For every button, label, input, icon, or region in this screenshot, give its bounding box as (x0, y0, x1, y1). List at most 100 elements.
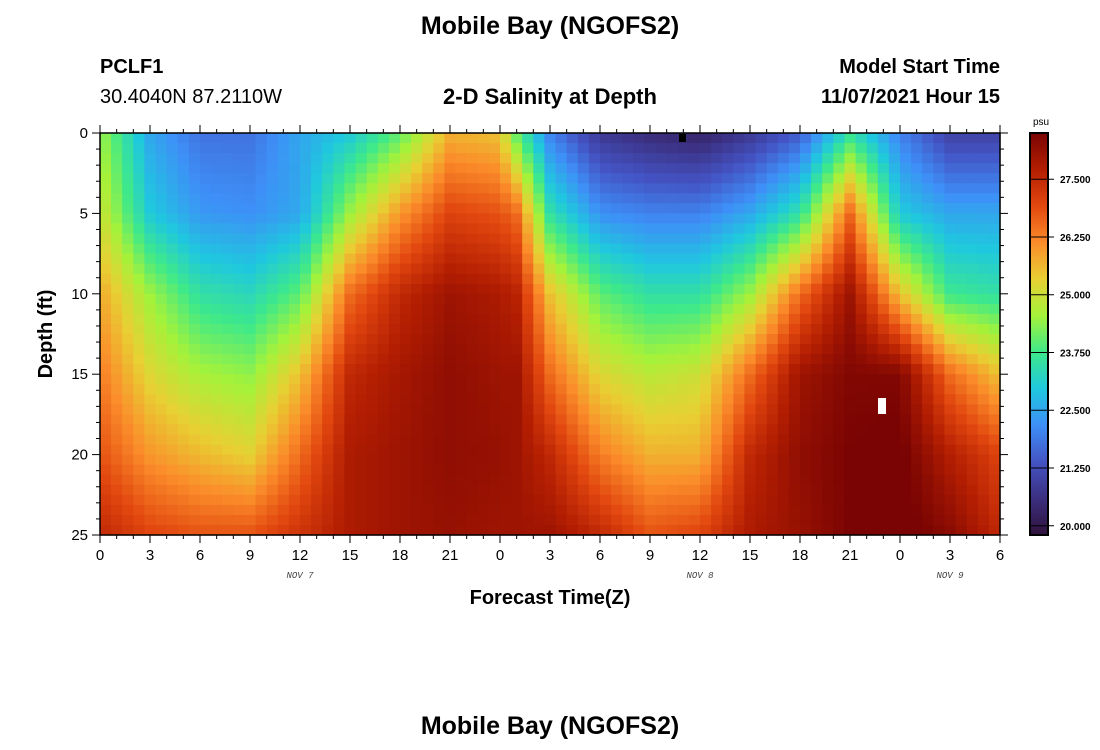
heatmap-cell (733, 273, 745, 285)
heatmap-cell (888, 454, 901, 466)
heatmap-cell (366, 334, 379, 345)
heatmap-cell (222, 484, 234, 496)
heatmap-cell (600, 384, 612, 395)
heatmap-cell (200, 354, 212, 365)
heatmap-cell (888, 344, 901, 355)
heatmap-cell (144, 434, 157, 446)
heatmap-cell (433, 303, 445, 315)
heatmap-cell (555, 283, 568, 295)
heatmap-cell (555, 374, 568, 385)
heatmap-cell (133, 283, 145, 295)
heatmap-cell (777, 133, 790, 144)
heatmap-cell (733, 223, 745, 235)
heatmap-cell (755, 504, 768, 516)
heatmap-cell (600, 364, 612, 375)
heatmap-cell (355, 474, 368, 486)
heatmap-cell (977, 384, 990, 395)
heatmap-cell (422, 193, 434, 204)
heatmap-cell (444, 504, 457, 516)
heatmap-cell (311, 263, 323, 275)
heatmap-cell (133, 203, 145, 214)
heatmap-cell (288, 525, 301, 536)
heatmap-cell (844, 233, 857, 245)
heatmap-cell (988, 474, 1001, 486)
heatmap-cell (422, 484, 434, 496)
heatmap-cell (977, 504, 990, 516)
heatmap-cell (500, 213, 512, 224)
heatmap-cell (544, 143, 557, 154)
heatmap-cell (588, 323, 601, 335)
heatmap-cell (933, 434, 945, 446)
heatmap-cell (666, 444, 679, 456)
heatmap-cell (444, 163, 457, 174)
heatmap-cell (288, 474, 301, 486)
heatmap-cell (277, 364, 290, 375)
heatmap-cell (522, 434, 534, 446)
heatmap-cell (133, 484, 145, 496)
heatmap-cell (911, 253, 923, 265)
heatmap-cell (744, 484, 757, 496)
heatmap-cell (388, 474, 401, 486)
heatmap-cell (677, 143, 690, 154)
heatmap-cell (877, 243, 890, 255)
heatmap-cell (666, 203, 679, 214)
heatmap-cell (344, 313, 357, 325)
heatmap-cell (855, 233, 868, 245)
heatmap-cell (644, 173, 657, 184)
heatmap-cell (555, 213, 568, 224)
heatmap-cell (300, 243, 312, 255)
heatmap-cell (811, 163, 823, 174)
heatmap-cell (544, 163, 557, 174)
heatmap-cell (300, 253, 312, 265)
heatmap-cell (400, 243, 412, 255)
heatmap-cell (855, 183, 868, 194)
heatmap-cell (455, 344, 468, 355)
heatmap-cell (366, 283, 379, 295)
heatmap-cell (888, 404, 901, 415)
heatmap-cell (800, 474, 812, 486)
heatmap-cell (800, 424, 812, 436)
heatmap-cell (744, 283, 757, 295)
heatmap-cell (555, 434, 568, 446)
heatmap-cell (311, 364, 323, 375)
heatmap-cell (522, 193, 534, 204)
heatmap-cell (955, 464, 968, 476)
heatmap-cell (555, 404, 568, 415)
heatmap-cell (988, 173, 1001, 184)
heatmap-cell (600, 153, 612, 164)
heatmap-cell (388, 354, 401, 365)
heatmap-cell (966, 474, 979, 486)
heatmap-cell (755, 354, 768, 365)
heatmap-cell (788, 203, 801, 214)
heatmap-cell (100, 424, 112, 436)
heatmap-cell (622, 414, 634, 426)
heatmap-cell (133, 183, 145, 194)
heatmap-cell (755, 293, 768, 305)
heatmap-cell (866, 374, 879, 385)
heatmap-cell (177, 434, 190, 446)
heatmap-cell (511, 293, 523, 305)
heatmap-cell (833, 213, 845, 224)
heatmap-cell (922, 434, 934, 446)
heatmap-cell (511, 414, 523, 426)
heatmap-cell (500, 313, 512, 325)
heatmap-cell (600, 233, 612, 245)
heatmap-cell (111, 525, 123, 536)
heatmap-cell (922, 454, 934, 466)
heatmap-cell (300, 173, 312, 184)
heatmap-cell (755, 444, 768, 456)
heatmap-cell (455, 464, 468, 476)
heatmap-cell (300, 163, 312, 174)
heatmap-cell (866, 163, 879, 174)
heatmap-cell (266, 414, 279, 426)
heatmap-cell (433, 504, 445, 516)
heatmap-cell (100, 414, 112, 426)
heatmap-cell (600, 444, 612, 456)
heatmap-cell (311, 323, 323, 335)
heatmap-cell (311, 424, 323, 436)
heatmap-cell (944, 143, 957, 154)
heatmap-cell (500, 183, 512, 194)
heatmap-cell (866, 444, 879, 456)
colorbar-tick-label: 21.250 (1060, 464, 1091, 475)
heatmap-cell (233, 213, 245, 224)
